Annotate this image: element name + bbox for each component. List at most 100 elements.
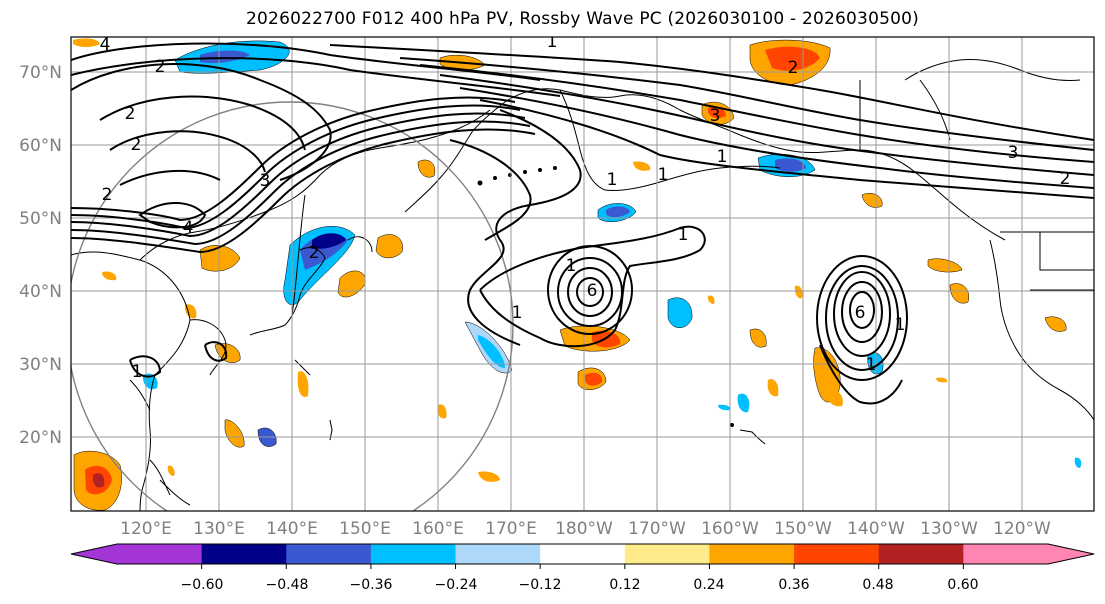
contour-label: 1 xyxy=(132,362,143,382)
anomaly-orange-mid2 xyxy=(794,285,803,299)
gridlines xyxy=(71,37,1094,511)
colorbar-tick-label: 0.36 xyxy=(778,577,809,593)
anomaly-orange-small6 xyxy=(633,161,651,171)
contour-label: 1 xyxy=(658,165,669,185)
lat-label: 40°N xyxy=(19,282,62,302)
colorbar-segment xyxy=(709,544,795,564)
anomaly-orange-alaska-core xyxy=(765,46,820,71)
anomaly-blue-nw-core xyxy=(200,50,250,64)
colorbar-segment xyxy=(455,544,541,564)
contour-label: 4 xyxy=(100,35,111,55)
anomaly-orange-sw-dark xyxy=(92,473,105,488)
anomaly-orange-small3 xyxy=(478,471,500,482)
anomaly-orange-small4 xyxy=(184,304,197,319)
latitude-labels: 70°N 60°N 50°N 40°N 30°N 20°N xyxy=(19,63,62,448)
lon-label: 130°W xyxy=(920,519,978,539)
longitude-labels: 120°E 130°E 140°E 150°E 160°E 170°E 180°… xyxy=(120,519,1051,539)
contour-label: 1 xyxy=(895,315,906,335)
contour-labels: 4 2 2 2 4 1 1 1 1 3 1 1 2 1 1 1 6 1 6 2 xyxy=(100,32,1071,382)
lon-label: 170°W xyxy=(628,519,686,539)
lat-label: 70°N xyxy=(19,63,62,83)
lon-label: 120°W xyxy=(993,519,1051,539)
colorbar-extend-min xyxy=(71,544,118,564)
anomaly-orange-east2 xyxy=(826,389,843,407)
colorbar-tick-label: 0.60 xyxy=(947,577,978,593)
anomaly-orange-small1 xyxy=(297,371,309,397)
colorbar: −0.60 −0.48 −0.36 −0.24 −0.12 0.12 0.24 … xyxy=(70,543,1095,593)
anomaly-orange-gulf xyxy=(861,192,883,208)
contour-label: 1 xyxy=(717,147,728,167)
contour-label: 2 xyxy=(155,57,166,77)
anomaly-orange-small7 xyxy=(936,377,948,383)
anomaly-orange-small8 xyxy=(102,271,117,281)
contour-label: 3 xyxy=(1008,143,1019,163)
colorbar-segment xyxy=(201,544,287,564)
map-frame xyxy=(70,36,1095,512)
anomaly-orange-center2-core xyxy=(585,372,603,386)
anomaly-orange-mid4 xyxy=(707,295,715,304)
contour-label: 1 xyxy=(607,170,618,190)
map-title: 2026022700 F012 400 hPa PV, Rossby Wave … xyxy=(246,9,919,29)
anomaly-blue-misc2 xyxy=(718,404,731,411)
contour-label: 1 xyxy=(547,32,558,52)
colorbar-segment xyxy=(286,544,372,564)
contour-label: 3 xyxy=(260,171,271,191)
contour-label: 2 xyxy=(102,185,113,205)
anomaly-orange-kamchatka xyxy=(417,159,436,178)
anomaly-orange-mid3 xyxy=(767,378,779,397)
lon-label: 140°E xyxy=(266,519,318,539)
colorbar-tick-label: −0.24 xyxy=(435,577,478,593)
colorbar-segment xyxy=(117,544,203,564)
pv-contours xyxy=(71,42,1094,405)
contour-label: 6 xyxy=(587,281,598,301)
lon-label: 150°W xyxy=(774,519,832,539)
contour-label: 2 xyxy=(1060,169,1071,189)
colorbar-segment xyxy=(370,544,457,564)
lat-label: 60°N xyxy=(19,136,62,156)
colorbar-tick-label: −0.48 xyxy=(266,577,309,593)
lon-label: 140°W xyxy=(847,519,905,539)
lon-label: 160°W xyxy=(701,519,759,539)
lon-label: 180°W xyxy=(555,519,613,539)
lon-label: 120°E xyxy=(120,519,172,539)
lon-label: 150°E xyxy=(339,519,391,539)
colorbar-segment xyxy=(963,544,1049,564)
contour-label: 1 xyxy=(678,225,689,245)
contour-label: 2 xyxy=(125,104,136,124)
anomaly-orange-east3 xyxy=(949,283,970,304)
colorbar-tick-label: −0.36 xyxy=(350,577,393,593)
colorbar-ticks xyxy=(201,564,964,569)
anomaly-blue-alaska-core xyxy=(775,158,806,172)
colorbar-tick-label: 0.12 xyxy=(609,577,640,593)
colorbar-tick-label: 0.48 xyxy=(862,577,893,593)
anomaly-blue-ne-japan-core xyxy=(606,206,630,218)
anomaly-orange-east5 xyxy=(1044,316,1067,332)
contour-label: 1 xyxy=(566,256,577,276)
lat-label: 30°N xyxy=(19,355,62,375)
colorbar-tick-label: −0.60 xyxy=(181,577,224,593)
anomaly-blue-dateline xyxy=(667,297,693,328)
lat-label: 20°N xyxy=(19,428,62,448)
contour-label: 4 xyxy=(183,218,194,238)
anomaly-orange-japan-e2 xyxy=(375,234,403,259)
colorbar-outline xyxy=(70,543,1095,565)
anomaly-orange-small9 xyxy=(167,465,175,476)
anomaly-orange-east4 xyxy=(927,258,963,273)
anomaly-orange-japan-w xyxy=(199,245,241,272)
contour-label: 3 xyxy=(710,106,721,126)
colorbar-segment xyxy=(540,544,626,564)
contour-label: 2 xyxy=(788,58,799,78)
colorbar-tick-label: −0.12 xyxy=(519,577,562,593)
anomaly-blue-center-core xyxy=(478,335,505,368)
map-plot-area: 4 2 2 2 4 1 1 1 1 3 1 1 2 1 1 1 6 1 6 2 xyxy=(70,32,1095,512)
colorbar-segment xyxy=(794,544,880,564)
contour-label: 1 xyxy=(866,355,877,375)
colorbar-tick-label: 0.24 xyxy=(693,577,724,593)
anomaly-blue-japan-core xyxy=(312,233,346,249)
anomaly-orange-small5 xyxy=(73,38,100,47)
colorbar-segment xyxy=(878,544,964,564)
colorbar-extend-max xyxy=(1047,544,1094,564)
anomaly-orange-small2 xyxy=(437,404,447,419)
lon-label: 170°E xyxy=(485,519,537,539)
anomaly-orange-mid1 xyxy=(749,328,767,348)
